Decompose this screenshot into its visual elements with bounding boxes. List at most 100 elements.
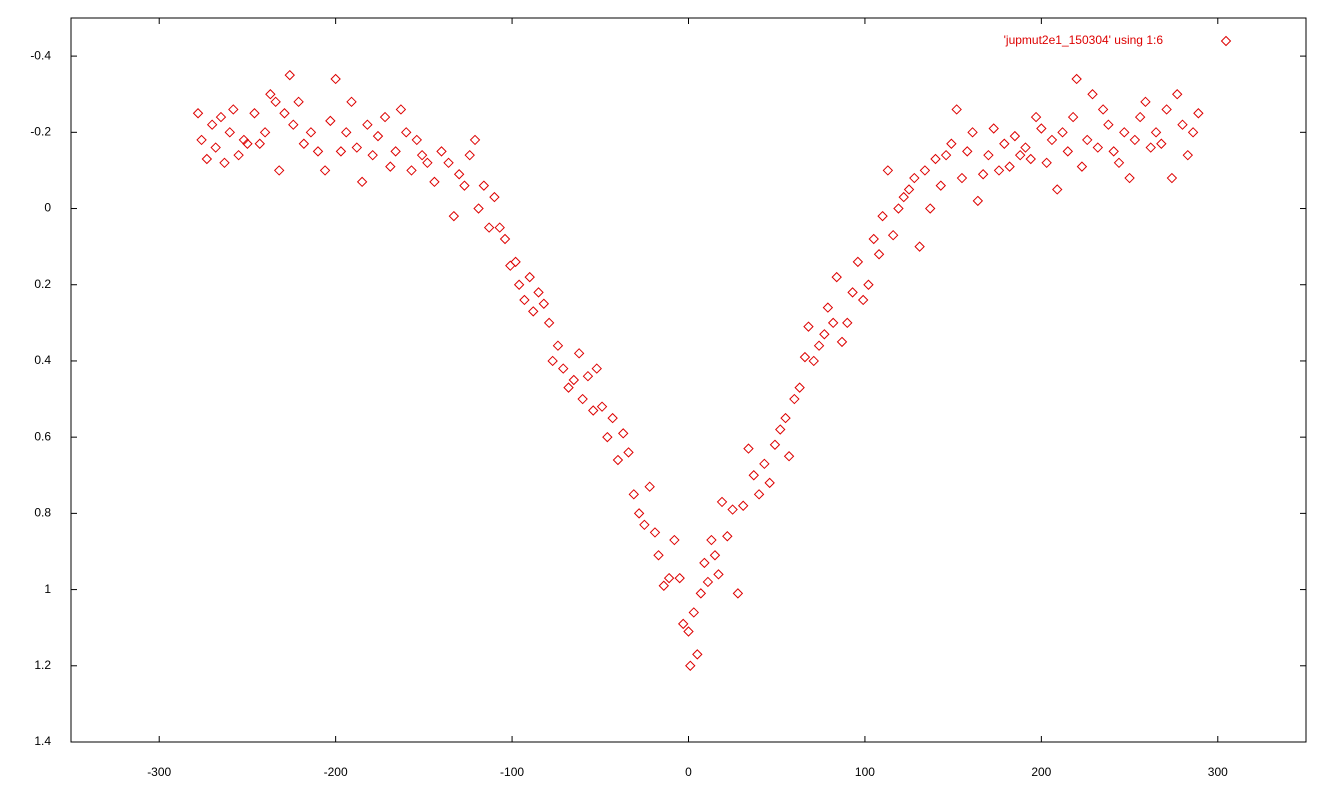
point: [1129, 134, 1141, 146]
point: [429, 176, 440, 188]
point: [967, 127, 978, 138]
point: [1014, 149, 1026, 161]
y-tick-label: 1: [44, 582, 51, 596]
point: [868, 233, 879, 245]
y-tick-label: 0.4: [34, 353, 51, 367]
point: [685, 660, 696, 671]
point: [713, 569, 724, 580]
x-tick-label: -200: [324, 765, 348, 779]
point: [201, 153, 213, 165]
point: [1041, 157, 1052, 169]
point: [1009, 130, 1021, 142]
point: [524, 271, 535, 283]
point: [644, 481, 655, 492]
y-tick-label: 1.4: [34, 734, 51, 748]
point: [1134, 111, 1146, 123]
y-tick-label: 0.8: [34, 506, 51, 520]
point: [372, 130, 384, 142]
point: [411, 134, 423, 146]
point: [748, 470, 759, 481]
point: [780, 412, 791, 424]
point: [335, 146, 347, 157]
point: [813, 340, 825, 351]
point: [233, 149, 244, 161]
point: [602, 431, 613, 443]
point: [1177, 119, 1188, 130]
x-tick-label: 200: [1031, 765, 1051, 779]
point: [1161, 104, 1172, 115]
point: [242, 138, 253, 149]
point: [847, 287, 858, 298]
plot-border: [70, 17, 1307, 743]
point: [692, 649, 703, 660]
point: [588, 405, 599, 416]
y-tick-label: 1.2: [34, 658, 51, 672]
point: [887, 229, 899, 241]
point: [1057, 127, 1068, 138]
point: [436, 146, 447, 157]
point: [803, 321, 814, 332]
point: [293, 96, 304, 108]
point: [678, 618, 689, 630]
point: [330, 73, 341, 85]
point: [1036, 123, 1047, 134]
point: [877, 210, 888, 222]
point: [582, 370, 594, 382]
point: [270, 96, 281, 108]
point: [284, 69, 295, 81]
point: [305, 127, 317, 138]
point: [1124, 172, 1135, 184]
point: [379, 111, 391, 123]
point: [1145, 142, 1156, 153]
point: [775, 424, 786, 435]
point: [478, 180, 490, 191]
point: [196, 134, 207, 146]
point: [563, 382, 574, 393]
point: [822, 302, 834, 313]
x-tick-label: 100: [855, 765, 875, 779]
point: [623, 447, 634, 458]
point: [633, 508, 645, 519]
point: [416, 149, 428, 161]
point: [254, 138, 265, 149]
y-tick-label: 0.6: [34, 429, 51, 443]
point: [722, 531, 733, 542]
point: [789, 393, 800, 405]
point: [783, 451, 795, 462]
point: [351, 142, 363, 153]
point: [577, 393, 588, 405]
point: [663, 572, 675, 584]
point: [857, 294, 869, 306]
point: [206, 119, 218, 130]
point: [265, 89, 276, 100]
point: [1062, 146, 1074, 157]
x-tick-label: 300: [1208, 765, 1228, 779]
point: [702, 576, 714, 588]
point: [732, 588, 744, 599]
point: [706, 534, 717, 546]
x-tick-label: -300: [147, 765, 171, 779]
point: [669, 534, 680, 546]
point: [831, 271, 842, 283]
point: [1030, 111, 1042, 123]
point: [1187, 127, 1199, 138]
point: [519, 294, 530, 306]
point: [919, 165, 931, 176]
point: [568, 374, 580, 386]
point: [573, 348, 585, 359]
point: [842, 317, 853, 329]
point: [422, 157, 433, 169]
x-tick-label: 0: [685, 765, 692, 779]
point: [385, 161, 396, 172]
point: [453, 169, 465, 180]
legend-marker: [1220, 35, 1232, 47]
point: [259, 127, 271, 138]
point: [346, 96, 357, 108]
point: [513, 279, 525, 290]
point: [893, 203, 904, 214]
point: [228, 104, 239, 115]
point: [827, 317, 839, 329]
point: [882, 165, 894, 176]
point: [489, 191, 500, 203]
point: [1046, 134, 1058, 146]
